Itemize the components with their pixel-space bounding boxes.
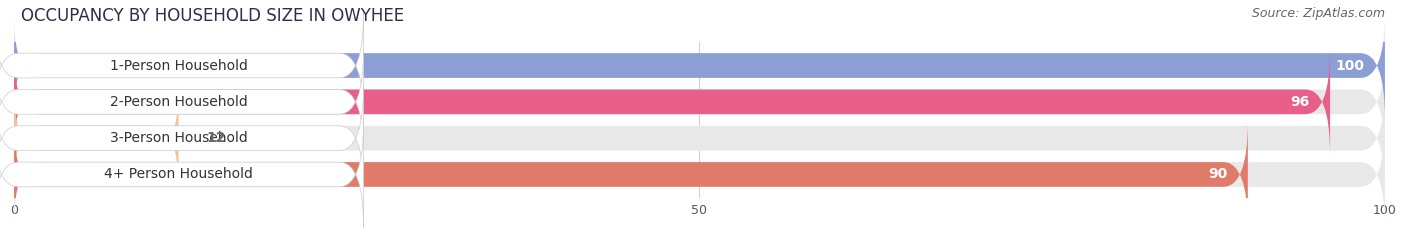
FancyBboxPatch shape (0, 121, 364, 227)
FancyBboxPatch shape (0, 85, 364, 191)
Text: 100: 100 (1336, 58, 1364, 72)
Text: 4+ Person Household: 4+ Person Household (104, 168, 253, 182)
FancyBboxPatch shape (14, 49, 1385, 155)
FancyBboxPatch shape (0, 49, 364, 155)
FancyBboxPatch shape (14, 13, 1385, 119)
Text: Source: ZipAtlas.com: Source: ZipAtlas.com (1251, 7, 1385, 20)
FancyBboxPatch shape (14, 85, 179, 191)
Text: 90: 90 (1208, 168, 1227, 182)
Text: 96: 96 (1291, 95, 1309, 109)
Text: OCCUPANCY BY HOUSEHOLD SIZE IN OWYHEE: OCCUPANCY BY HOUSEHOLD SIZE IN OWYHEE (21, 7, 404, 25)
Text: 12: 12 (207, 131, 225, 145)
FancyBboxPatch shape (14, 121, 1249, 227)
FancyBboxPatch shape (0, 13, 364, 119)
FancyBboxPatch shape (14, 85, 1385, 191)
Text: 2-Person Household: 2-Person Household (110, 95, 247, 109)
FancyBboxPatch shape (14, 13, 1385, 119)
FancyBboxPatch shape (14, 49, 1330, 155)
FancyBboxPatch shape (14, 121, 1385, 227)
Text: 3-Person Household: 3-Person Household (110, 131, 247, 145)
Text: 1-Person Household: 1-Person Household (110, 58, 247, 72)
